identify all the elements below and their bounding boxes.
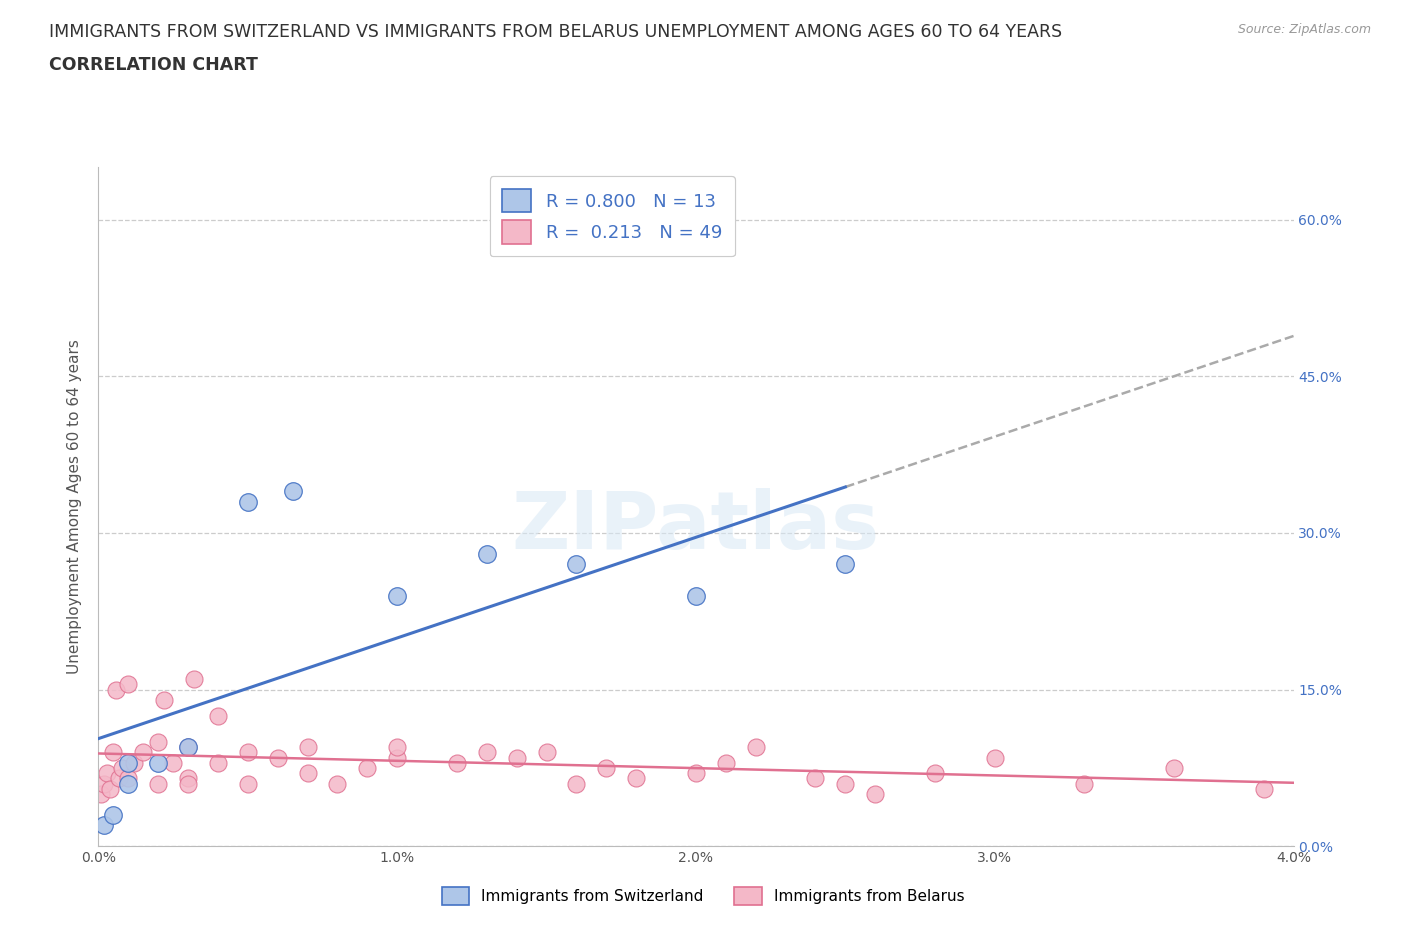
Point <box>685 588 707 603</box>
Point <box>207 755 229 770</box>
Point <box>177 777 200 791</box>
Text: IMMIGRANTS FROM SWITZERLAND VS IMMIGRANTS FROM BELARUS UNEMPLOYMENT AMONG AGES 6: IMMIGRANTS FROM SWITZERLAND VS IMMIGRANT… <box>49 23 1063 41</box>
Point <box>177 771 200 786</box>
Point <box>124 755 146 770</box>
Legend: R = 0.800   N = 13, R =  0.213   N = 49: R = 0.800 N = 13, R = 0.213 N = 49 <box>489 177 735 257</box>
Point <box>685 765 707 780</box>
Point <box>834 557 856 572</box>
Point <box>536 745 558 760</box>
Point <box>236 494 259 509</box>
Point <box>148 735 170 750</box>
Point <box>236 745 259 760</box>
Point <box>356 761 378 776</box>
Text: ZIPatlas: ZIPatlas <box>512 488 880 566</box>
Point <box>475 745 498 760</box>
Point <box>162 755 184 770</box>
Point <box>236 777 259 791</box>
Point <box>385 588 409 603</box>
Point <box>326 777 349 791</box>
Point <box>446 755 468 770</box>
Point <box>834 777 856 791</box>
Y-axis label: Unemployment Among Ages 60 to 64 years: Unemployment Among Ages 60 to 64 years <box>67 339 83 674</box>
Point <box>108 771 131 786</box>
Point <box>103 745 125 760</box>
Point <box>297 765 319 780</box>
Point <box>117 771 139 786</box>
Point <box>924 765 946 780</box>
Point <box>475 547 498 562</box>
Point <box>565 557 588 572</box>
Point <box>93 818 115 833</box>
Point <box>98 781 122 796</box>
Point <box>745 739 768 754</box>
Point <box>183 671 205 686</box>
Point <box>177 739 200 754</box>
Point <box>983 751 1005 765</box>
Point <box>297 739 319 754</box>
Point <box>148 777 170 791</box>
Point <box>595 761 617 776</box>
Point <box>117 677 139 692</box>
Point <box>96 765 118 780</box>
Point <box>385 751 409 765</box>
Point <box>105 683 128 698</box>
Point <box>565 777 588 791</box>
Point <box>714 755 737 770</box>
Point <box>207 709 229 724</box>
Legend: Immigrants from Switzerland, Immigrants from Belarus: Immigrants from Switzerland, Immigrants … <box>434 879 972 913</box>
Point <box>93 777 115 791</box>
Point <box>177 739 200 754</box>
Point <box>281 484 304 498</box>
Point <box>153 693 176 708</box>
Point <box>1163 761 1185 776</box>
Point <box>804 771 827 786</box>
Point <box>1253 781 1275 796</box>
Text: Source: ZipAtlas.com: Source: ZipAtlas.com <box>1237 23 1371 36</box>
Point <box>148 755 170 770</box>
Point <box>90 787 112 802</box>
Point <box>385 739 409 754</box>
Point <box>132 745 155 760</box>
Point <box>111 761 134 776</box>
Point <box>103 807 125 822</box>
Text: CORRELATION CHART: CORRELATION CHART <box>49 56 259 73</box>
Point <box>267 751 290 765</box>
Point <box>863 787 886 802</box>
Point <box>117 755 139 770</box>
Point <box>624 771 647 786</box>
Point <box>1073 777 1095 791</box>
Point <box>506 751 529 765</box>
Point <box>117 777 139 791</box>
